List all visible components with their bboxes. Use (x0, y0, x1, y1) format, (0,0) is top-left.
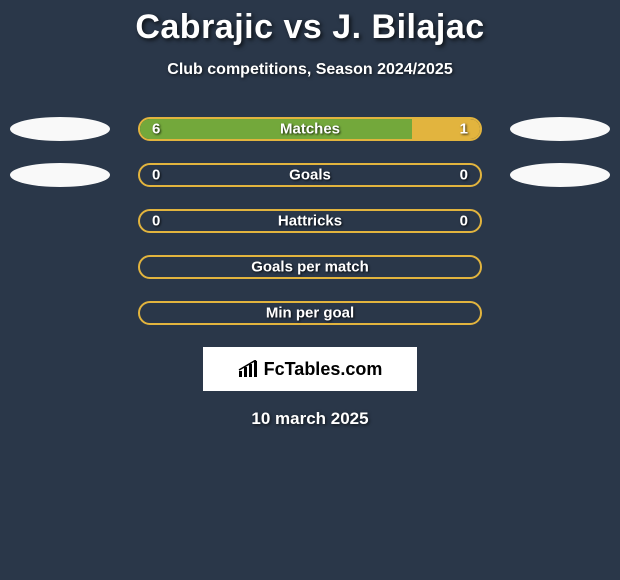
left-player-oval (10, 209, 110, 233)
stat-label: Min per goal (266, 305, 354, 322)
stat-value-left: 0 (152, 167, 160, 184)
stat-value-right: 1 (460, 121, 468, 138)
stat-bar: Matches 6 1 (138, 117, 482, 141)
stat-bar: Goals 0 0 (138, 163, 482, 187)
left-player-oval (10, 301, 110, 325)
stat-row: Goals per match (0, 255, 620, 279)
left-player-oval (10, 163, 110, 187)
date-label: 10 march 2025 (0, 409, 620, 429)
stat-label: Goals (289, 167, 331, 184)
right-player-oval (510, 255, 610, 279)
stat-row: Goals 0 0 (0, 163, 620, 187)
stat-row: Hattricks 0 0 (0, 209, 620, 233)
stat-value-left: 6 (152, 121, 160, 138)
left-player-oval (10, 255, 110, 279)
comparison-rows: Matches 6 1 Goals 0 0 Hattricks 0 0 Goals per mat… (0, 117, 620, 325)
logo-text: FcTables.com (264, 359, 383, 380)
stat-value-right: 0 (460, 167, 468, 184)
page-title: Cabrajic vs J. Bilajac (0, 0, 620, 47)
stat-bar: Goals per match (138, 255, 482, 279)
right-player-oval (510, 209, 610, 233)
stat-bar: Min per goal (138, 301, 482, 325)
stat-label: Matches (280, 121, 340, 138)
stat-value-right: 0 (460, 213, 468, 230)
stat-row: Min per goal (0, 301, 620, 325)
bar-chart-icon (238, 360, 260, 378)
bar-fill-left (140, 119, 412, 139)
left-player-oval (10, 117, 110, 141)
page-subtitle: Club competitions, Season 2024/2025 (0, 61, 620, 79)
right-player-oval (510, 163, 610, 187)
stat-row: Matches 6 1 (0, 117, 620, 141)
right-player-oval (510, 117, 610, 141)
stat-label: Goals per match (251, 259, 369, 276)
stat-bar: Hattricks 0 0 (138, 209, 482, 233)
right-player-oval (510, 301, 610, 325)
stat-value-left: 0 (152, 213, 160, 230)
stat-label: Hattricks (278, 213, 342, 230)
bar-fill-right (412, 119, 480, 139)
fctables-logo: FcTables.com (203, 347, 417, 391)
